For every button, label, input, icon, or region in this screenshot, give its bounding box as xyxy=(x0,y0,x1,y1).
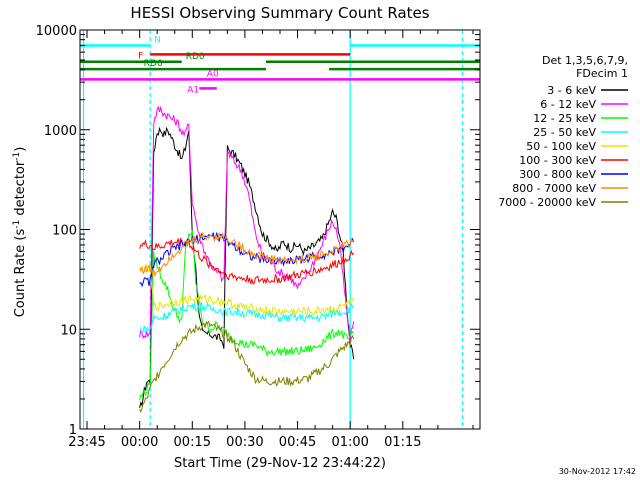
legend-label-3: 25 - 50 keV xyxy=(533,126,596,139)
series-line-4 xyxy=(139,264,355,317)
flag-bars: N F RD0 RD6 A0 A1 xyxy=(80,35,480,95)
series-line-0 xyxy=(139,126,355,409)
series-line-5 xyxy=(139,238,355,285)
legend-label-6: 300 - 800 keV xyxy=(519,168,596,181)
y-axis-ticks: 1 10 100 1000 10000 xyxy=(36,24,480,438)
y-axis-label: Count Rate (s-1 detector-1) xyxy=(12,147,28,318)
flag-a0-label: A0 xyxy=(207,69,219,79)
y-tick-label-1: 10 xyxy=(60,323,77,338)
chart-title: HESSI Observing Summary Count Rates xyxy=(130,4,429,22)
x-axis-label: Start Time (29-Nov-12 23:44:22) xyxy=(174,456,386,471)
x-tick-label-5: 01:00 xyxy=(331,435,368,450)
series-line-7 xyxy=(139,231,355,278)
x-tick-label-6: 01:15 xyxy=(384,435,421,450)
flag-rd6-label: RD6 xyxy=(144,59,163,69)
legend-label-2: 12 - 25 keV xyxy=(533,112,596,125)
x-tick-label-1: 00:00 xyxy=(121,435,158,450)
legend-label-5: 100 - 300 keV xyxy=(519,154,596,167)
legend-label-0: 3 - 6 keV xyxy=(547,84,596,97)
x-tick-label-0: 23:45 xyxy=(68,435,105,450)
series-line-2 xyxy=(139,230,355,401)
timestamp: 30-Nov-2012 17:42 xyxy=(559,467,636,476)
series-line-3 xyxy=(139,301,355,335)
series-line-8 xyxy=(139,320,355,414)
data-series xyxy=(139,105,355,414)
legend-label-8: 7000 - 20000 keV xyxy=(498,196,596,209)
legend-label-7: 800 - 7000 keV xyxy=(512,182,596,195)
legend-header-line-2: FDecim 1 xyxy=(576,67,628,80)
x-tick-label-2: 00:15 xyxy=(174,435,211,450)
flag-a1-label: A1 xyxy=(187,85,199,95)
orbit-marker-lines xyxy=(82,30,464,429)
x-tick-label-4: 00:45 xyxy=(279,435,316,450)
legend-label-1: 6 - 12 keV xyxy=(540,98,596,111)
flag-n-label: N xyxy=(154,35,161,45)
y-tick-label-0: 1 xyxy=(69,423,77,438)
plot-frame xyxy=(79,29,481,430)
y-tick-label-2: 100 xyxy=(52,224,77,239)
x-axis-ticks: 23:45 00:00 00:15 00:30 00:45 01:00 01:15 xyxy=(68,30,474,450)
flag-f-label: F xyxy=(138,51,143,61)
y-tick-label-4: 10000 xyxy=(36,24,77,39)
x-tick-label-3: 00:30 xyxy=(226,435,263,450)
flag-rd0-label: RD0 xyxy=(186,52,205,62)
y-tick-label-3: 1000 xyxy=(44,124,77,139)
legend-header-line-1: Det 1,3,5,6,7,9, xyxy=(542,54,628,67)
legend-label-4: 50 - 100 keV xyxy=(526,140,596,153)
